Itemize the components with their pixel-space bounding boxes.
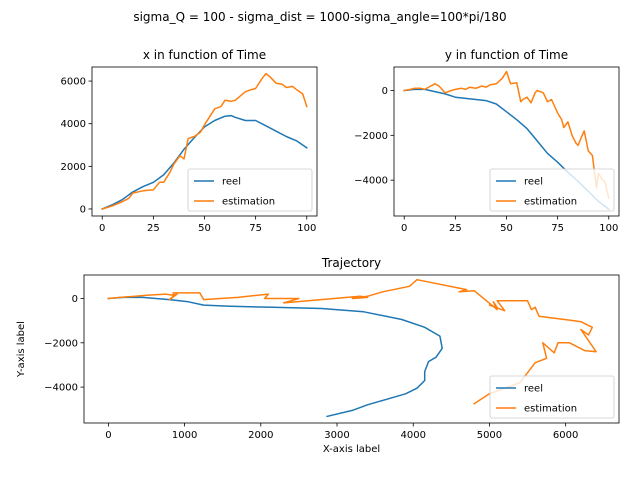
xt-legend: reel estimation bbox=[187, 168, 313, 212]
traj-legend-box bbox=[489, 375, 615, 419]
xt-xtick-label: 50 bbox=[198, 223, 211, 234]
yt-xtick-label: 50 bbox=[500, 223, 513, 234]
xt-legend-label-reel: reel bbox=[222, 177, 241, 188]
xt-title: x in function of Time bbox=[143, 48, 266, 62]
traj-xtick-label: 0 bbox=[105, 430, 111, 441]
xt-xtick-label: 0 bbox=[99, 223, 105, 234]
traj-series-estimation bbox=[107, 278, 597, 405]
xt-xtick-label: 100 bbox=[297, 223, 316, 234]
y-vs-time-axes: 0 25 50 75 100 0 −2000 −4000 y in function of Ti… bbox=[354, 48, 620, 234]
traj-xtick-label: 5000 bbox=[477, 430, 502, 441]
yt-xtick-label: 0 bbox=[401, 223, 407, 234]
xt-ytick-label: 0 bbox=[80, 204, 86, 215]
yt-ytick-label: 0 bbox=[382, 86, 388, 97]
trajectory-axes: 0 1000 2000 3000 4000 5000 6000 0 −2000 −4000 Traj… bbox=[16, 256, 620, 455]
traj-legend: reel estimation bbox=[489, 375, 615, 419]
xt-xtick-label: 25 bbox=[147, 223, 160, 234]
traj-ytick-label: −4000 bbox=[44, 383, 78, 394]
yt-xtick-label: 25 bbox=[449, 223, 462, 234]
yt-legend: reel estimation bbox=[489, 168, 615, 212]
xt-series-estimation bbox=[101, 72, 308, 210]
traj-xtick-label: 4000 bbox=[401, 430, 426, 441]
x-vs-time-axes: 0 25 50 75 100 0 2000 4000 6000 x in function of … bbox=[61, 48, 318, 234]
traj-ytick-label: −2000 bbox=[44, 338, 78, 349]
traj-ylabel: Y-axis label bbox=[16, 321, 27, 378]
figure-suptitle: sigma_Q = 100 - sigma_dist = 1000-sigma_… bbox=[133, 10, 506, 24]
yt-legend-label-reel: reel bbox=[524, 177, 543, 188]
yt-ytick-label: −2000 bbox=[354, 131, 388, 142]
traj-ytick-label: 0 bbox=[72, 294, 78, 305]
traj-title: Trajectory bbox=[321, 256, 381, 270]
yt-ytick-label: −4000 bbox=[354, 176, 388, 187]
xt-series-reel bbox=[101, 114, 308, 210]
yt-legend-box bbox=[489, 168, 615, 212]
yt-xtick-label: 100 bbox=[599, 223, 618, 234]
traj-xtick-label: 2000 bbox=[248, 430, 273, 441]
yt-series-estimation bbox=[403, 70, 610, 200]
traj-xtick-label: 1000 bbox=[172, 430, 197, 441]
traj-series-reel bbox=[107, 296, 443, 418]
xt-ytick-label: 6000 bbox=[61, 77, 86, 88]
traj-xtick-label: 6000 bbox=[553, 430, 578, 441]
traj-legend-label-estimation: estimation bbox=[524, 404, 577, 415]
traj-xlabel: X-axis label bbox=[323, 444, 380, 455]
yt-title: y in function of Time bbox=[445, 48, 568, 62]
xt-ytick-label: 4000 bbox=[61, 119, 86, 130]
yt-xtick-label: 75 bbox=[551, 223, 564, 234]
xt-legend-box bbox=[187, 168, 313, 212]
xt-xtick-label: 75 bbox=[249, 223, 262, 234]
traj-legend-label-reel: reel bbox=[524, 384, 543, 395]
xt-legend-label-estimation: estimation bbox=[222, 197, 275, 208]
xt-ytick-label: 2000 bbox=[61, 162, 86, 173]
traj-axes-frame bbox=[83, 274, 620, 424]
yt-legend-label-estimation: estimation bbox=[524, 197, 577, 208]
traj-xtick-label: 3000 bbox=[324, 430, 349, 441]
